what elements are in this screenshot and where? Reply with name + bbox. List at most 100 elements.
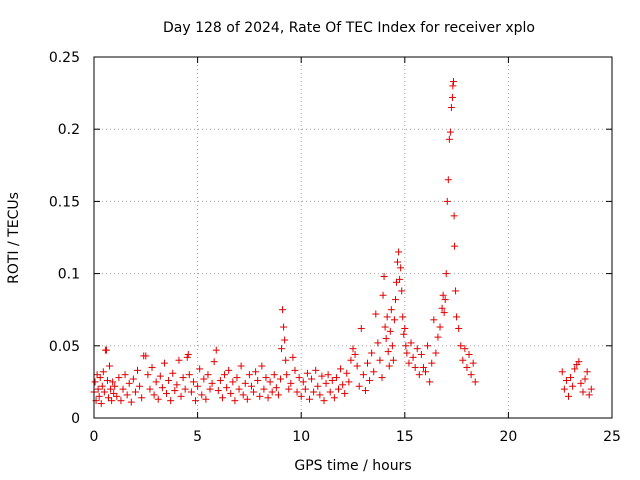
data-point bbox=[384, 348, 392, 356]
data-point bbox=[397, 264, 405, 272]
data-point bbox=[208, 379, 216, 387]
data-point bbox=[270, 371, 278, 379]
data-point bbox=[210, 358, 218, 366]
x-tick-label: 5 bbox=[193, 429, 202, 445]
data-point bbox=[305, 395, 313, 403]
data-point bbox=[378, 374, 386, 382]
data-point bbox=[467, 371, 475, 379]
data-point bbox=[152, 378, 160, 386]
data-point bbox=[177, 392, 185, 400]
data-point bbox=[295, 374, 303, 382]
data-point bbox=[189, 378, 197, 386]
data-point bbox=[97, 400, 105, 408]
data-point bbox=[250, 388, 258, 396]
x-tick-label: 15 bbox=[396, 429, 414, 445]
data-point bbox=[225, 366, 233, 374]
data-point bbox=[94, 385, 102, 393]
data-point bbox=[105, 394, 113, 402]
data-point bbox=[136, 382, 144, 390]
data-point bbox=[299, 378, 307, 386]
data-point bbox=[380, 272, 388, 280]
data-point bbox=[96, 374, 104, 382]
data-point bbox=[438, 304, 446, 312]
plot-frame bbox=[93, 56, 613, 419]
data-point bbox=[260, 385, 268, 393]
data-point bbox=[194, 382, 202, 390]
data-point bbox=[293, 388, 301, 396]
data-point bbox=[357, 324, 365, 332]
data-point bbox=[156, 372, 164, 380]
data-point bbox=[218, 394, 226, 402]
chart-title: Day 128 of 2024, Rate Of TEC Index for r… bbox=[163, 20, 535, 36]
data-point bbox=[353, 362, 361, 370]
data-point bbox=[214, 387, 222, 395]
data-point bbox=[274, 391, 282, 399]
data-point bbox=[368, 349, 376, 357]
data-point bbox=[276, 375, 284, 383]
data-point bbox=[181, 385, 189, 393]
data-point bbox=[291, 366, 299, 374]
grid-lines bbox=[94, 57, 612, 418]
data-point bbox=[381, 323, 389, 331]
data-point bbox=[581, 375, 589, 383]
x-axis-label: GPS time / hours bbox=[294, 458, 411, 474]
data-point bbox=[99, 368, 107, 376]
data-point bbox=[383, 313, 391, 321]
data-point bbox=[310, 388, 318, 396]
data-point bbox=[110, 389, 118, 397]
data-point bbox=[343, 369, 351, 377]
data-point bbox=[409, 353, 417, 361]
data-point bbox=[453, 313, 461, 321]
data-point bbox=[395, 248, 403, 256]
data-point bbox=[396, 275, 404, 283]
data-point bbox=[196, 365, 204, 373]
data-point bbox=[131, 388, 139, 396]
data-point bbox=[115, 374, 123, 382]
data-point bbox=[167, 397, 175, 405]
data-point bbox=[372, 310, 380, 318]
data-point bbox=[585, 391, 593, 399]
data-point bbox=[413, 345, 421, 353]
data-point bbox=[399, 313, 407, 321]
data-point bbox=[567, 374, 575, 382]
data-point bbox=[125, 379, 133, 387]
data-point bbox=[320, 397, 328, 405]
data-point bbox=[281, 336, 289, 344]
data-point bbox=[227, 389, 235, 397]
data-point bbox=[398, 287, 406, 295]
data-point bbox=[239, 391, 247, 399]
data-point bbox=[571, 365, 579, 373]
data-point bbox=[258, 362, 266, 370]
data-point bbox=[221, 371, 229, 379]
data-point bbox=[569, 382, 577, 390]
data-point bbox=[457, 342, 465, 350]
data-point bbox=[247, 382, 255, 390]
data-point bbox=[303, 369, 311, 377]
data-point bbox=[450, 212, 458, 220]
data-point bbox=[385, 362, 393, 370]
data-point bbox=[256, 392, 264, 400]
data-points bbox=[90, 78, 595, 408]
data-point bbox=[326, 388, 334, 396]
data-point bbox=[231, 397, 239, 405]
data-point bbox=[235, 385, 243, 393]
data-point bbox=[129, 375, 137, 383]
data-point bbox=[102, 346, 110, 354]
data-point bbox=[351, 350, 359, 358]
data-point bbox=[109, 378, 117, 386]
data-point bbox=[282, 356, 290, 364]
data-point bbox=[434, 333, 442, 341]
data-point bbox=[297, 392, 305, 400]
data-point bbox=[388, 342, 396, 350]
data-point bbox=[316, 391, 324, 399]
data-point bbox=[146, 385, 154, 393]
data-point bbox=[459, 356, 467, 364]
data-point bbox=[366, 376, 374, 384]
data-point bbox=[266, 378, 274, 386]
data-point bbox=[169, 369, 177, 377]
data-point bbox=[426, 378, 434, 386]
data-point bbox=[183, 353, 191, 361]
data-point bbox=[204, 371, 212, 379]
